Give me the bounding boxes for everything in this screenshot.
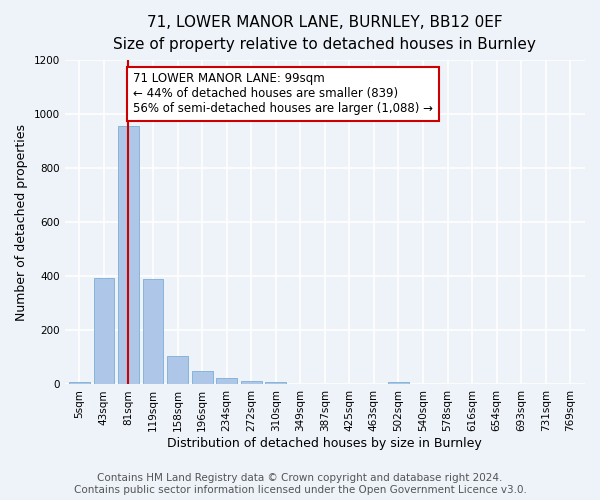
Bar [388,382,409,384]
X-axis label: Distribution of detached houses by size in Burnley: Distribution of detached houses by size … [167,437,482,450]
Title: 71, LOWER MANOR LANE, BURNLEY, BB12 0EF
Size of property relative to detached ho: 71, LOWER MANOR LANE, BURNLEY, BB12 0EF … [113,15,536,52]
Bar [94,278,115,384]
Bar [216,378,237,384]
Bar [167,356,188,384]
Y-axis label: Number of detached properties: Number of detached properties [15,124,28,321]
Bar [143,279,163,384]
Text: Contains HM Land Registry data © Crown copyright and database right 2024.
Contai: Contains HM Land Registry data © Crown c… [74,474,526,495]
Bar [191,371,212,384]
Bar [118,126,139,384]
Bar [69,382,90,384]
Text: 71 LOWER MANOR LANE: 99sqm
← 44% of detached houses are smaller (839)
56% of sem: 71 LOWER MANOR LANE: 99sqm ← 44% of deta… [133,72,433,116]
Bar [265,382,286,384]
Bar [241,381,262,384]
